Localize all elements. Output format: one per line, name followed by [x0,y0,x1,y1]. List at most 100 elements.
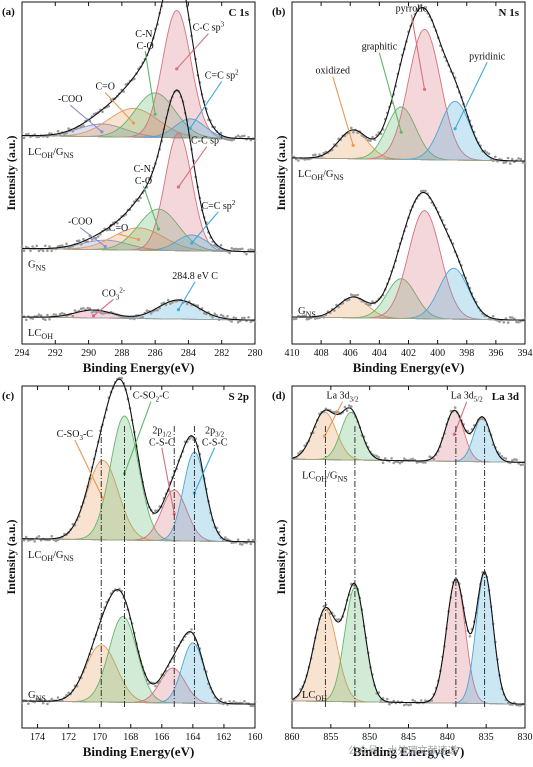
data-point [352,130,355,134]
data-point [80,243,83,246]
data-point [249,542,253,546]
data-point [337,618,340,621]
data-point [249,248,253,251]
data-point [217,318,221,321]
data-point [35,697,39,701]
data-point [364,302,368,306]
x-axis: 294 292 290 288 286 284 282 280 [15,2,263,359]
data-point [124,83,128,86]
data-point [481,417,484,421]
spectrum-lcoh-gns: La 3d3/2 La 3d5/2 LCOH/GNS [290,391,527,483]
peak-label-line2: C-S-C [202,438,228,449]
data-point [243,316,246,320]
data-point [290,700,294,704]
data-point [396,460,400,464]
sample-label: GNS [298,306,316,319]
peak-arrow-head [153,112,157,116]
peak-arrow-head [91,314,96,318]
data-point [392,461,396,465]
data-point [22,539,26,542]
data-point [519,704,523,707]
data-point [71,314,75,318]
peak-shift-guides [324,426,486,708]
data-point [413,700,417,703]
data-point [137,199,140,202]
data-point [243,134,246,138]
data-point [133,77,136,81]
fit-component [22,616,255,705]
data-point [523,317,527,321]
x-tick-label: 406 [343,348,358,359]
peak-label: 284.8 eV C [172,271,218,282]
peak-label: C-C sp3 [193,21,225,34]
data-point [409,703,412,706]
peak-label-line2: C-O [137,41,154,52]
data-point [311,154,315,157]
peak-arrow-head [100,130,104,134]
data-point [245,252,248,256]
x-tick-label: 396 [488,348,503,359]
peak-arrow-head [131,121,136,125]
data-point [371,135,374,139]
data-point [54,539,58,543]
sample-label: LCOH [302,690,327,703]
data-point [154,684,157,688]
data-point [388,702,391,706]
data-point [37,135,41,139]
peak-label: oxidized [316,66,350,77]
data-point [367,138,370,142]
data-point [253,320,257,323]
data-point [523,462,527,466]
spectrum-lcoh-gns: -COO C=O C-N,C-O C-C sp3 C=C sp2 LCOH/GNS [20,0,257,160]
data-point [379,699,383,702]
data-point [228,138,231,142]
data-point [145,309,149,313]
data-point [241,134,244,138]
data-point [422,461,425,464]
data-point [232,316,236,319]
data-point [24,245,28,249]
data-point [360,134,364,137]
data-point [381,461,385,465]
data-point [22,249,26,252]
data-point [377,456,381,459]
peak-label: pyrrolic [396,4,428,15]
data-point [424,189,427,193]
data-point [67,246,70,249]
peak-label: 2p3/2 [205,426,224,439]
data-point [67,127,70,130]
data-point [50,534,53,538]
data-point [226,314,229,318]
data-point [305,317,309,321]
data-point [489,158,493,161]
x-tick-label: 410 [285,348,300,359]
data-point [318,316,321,319]
data-point [46,135,49,139]
data-point [335,144,338,148]
data-point [403,703,406,707]
data-point [27,539,30,542]
data-point [196,304,200,308]
data-point [398,461,402,465]
x-tick-label: 402 [401,348,416,359]
data-point [428,455,432,459]
data-point [37,249,41,253]
data-point [107,104,111,108]
data-point [56,538,60,542]
sample-label: LCOH/GNS [298,169,344,182]
data-point [154,509,157,512]
data-point [24,133,28,136]
data-point [29,135,32,139]
data-point [333,410,336,414]
data-point [371,300,374,303]
x-tick-label: 850 [362,732,377,743]
peak-shift-guides [100,426,195,708]
peak-arrow-head [103,244,107,249]
peak-arrow [144,50,156,115]
data-point [241,316,244,320]
data-point [290,154,294,158]
data-point [60,699,64,703]
data-point [230,138,233,142]
peak-arrow-head [172,512,176,516]
data-point [508,703,512,706]
